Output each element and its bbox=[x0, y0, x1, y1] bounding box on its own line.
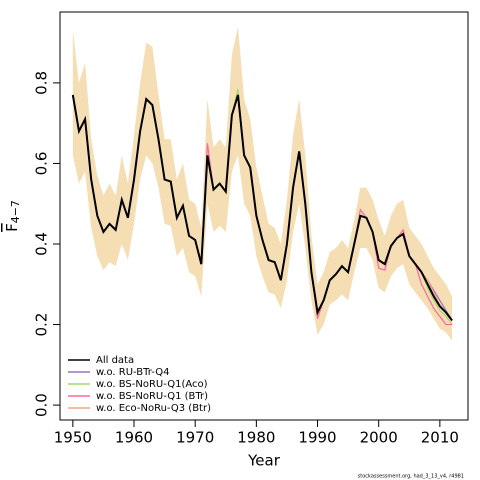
legend-label: All data bbox=[96, 355, 134, 366]
y-axis-label-subscript: 4−7 bbox=[9, 200, 22, 223]
legend-label: w.o. Eco-NoRu-Q3 (Btr) bbox=[96, 403, 211, 414]
x-tick-label: 1990 bbox=[298, 429, 336, 447]
footnote: stockassessment.org, had_3_13_v4, r4981 bbox=[358, 474, 464, 480]
x-tick-label: 2000 bbox=[360, 429, 398, 447]
legend-label: w.o. BS-NoRU-Q1(Aco) bbox=[96, 379, 208, 390]
x-tick-label: 1970 bbox=[176, 429, 214, 447]
x-axis-label: Year bbox=[247, 452, 281, 470]
plot-frame bbox=[59, 11, 469, 421]
y-tick-label: 0.8 bbox=[33, 71, 51, 95]
y-axis-label: F4−7 bbox=[3, 200, 23, 232]
legend-label: w.o. RU-BTr-Q4 bbox=[96, 367, 169, 378]
y-tick-label: 0.2 bbox=[33, 313, 51, 337]
y-axis-label-base: F bbox=[3, 223, 21, 232]
x-tick-label: 1960 bbox=[115, 429, 153, 447]
x-tick-label: 1950 bbox=[54, 429, 92, 447]
y-tick-label: 0.6 bbox=[33, 152, 51, 176]
x-tick-label: 2010 bbox=[421, 429, 459, 447]
x-tick-label: 1980 bbox=[237, 429, 275, 447]
legend-label: w.o. BS-NoRU-Q1 (BTr) bbox=[96, 391, 208, 402]
y-tick-label: 0.0 bbox=[33, 393, 51, 417]
y-tick-label: 0.4 bbox=[33, 232, 51, 256]
series-line bbox=[71, 94, 453, 322]
